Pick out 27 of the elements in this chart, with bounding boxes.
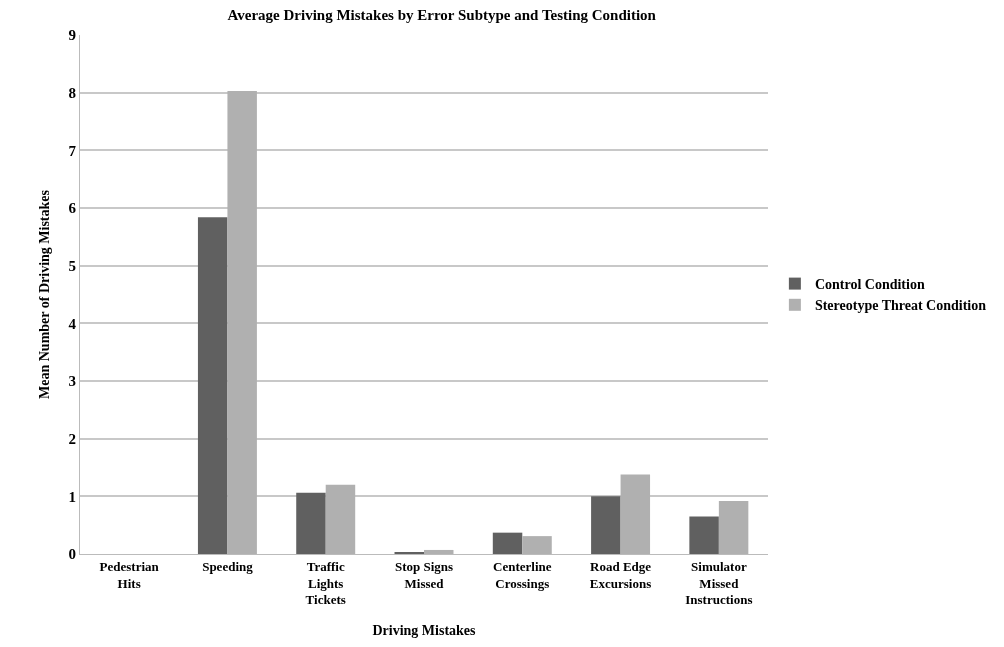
y-tick-label: 0 (68, 546, 76, 563)
bar (689, 516, 719, 554)
x-tick-label: Centerline Crossings (493, 558, 552, 591)
x-tick-label: Stop Signs Missed (394, 558, 454, 591)
y-tick-label: 8 (68, 84, 76, 101)
legend-label: Control Condition (814, 277, 925, 293)
x-tick-label: Simulator Missed Instructions (685, 558, 753, 608)
y-tick-label: 9 (68, 27, 76, 44)
x-tick-label: Pedestrian Hits (99, 558, 160, 591)
x-tick-label: Road Edge Excursions (589, 558, 652, 591)
x-tick-label: Traffic Lights Tickets (305, 558, 346, 608)
bar (197, 217, 228, 554)
y-tick-label: 7 (68, 142, 77, 159)
y-tick-label: 5 (68, 257, 76, 274)
x-axis-title: Driving Mistakes (372, 622, 477, 638)
bar (296, 492, 326, 554)
chart-title: Average Driving Mistakes by Error Subtype and Testing Condition (227, 7, 657, 24)
bar (492, 532, 523, 554)
bar (591, 496, 621, 554)
x-tick-label: Speeding (202, 558, 254, 574)
y-axis-title: Mean Number of Driving Mistakes (37, 189, 53, 399)
y-tick-label: 3 (68, 373, 76, 390)
legend-label: Stereotype Threat Condition (814, 298, 987, 314)
y-tick-label: 1 (68, 488, 76, 505)
y-tick-label: 4 (68, 315, 77, 332)
y-tick-label: 2 (68, 430, 76, 447)
y-tick-label: 6 (68, 200, 77, 217)
